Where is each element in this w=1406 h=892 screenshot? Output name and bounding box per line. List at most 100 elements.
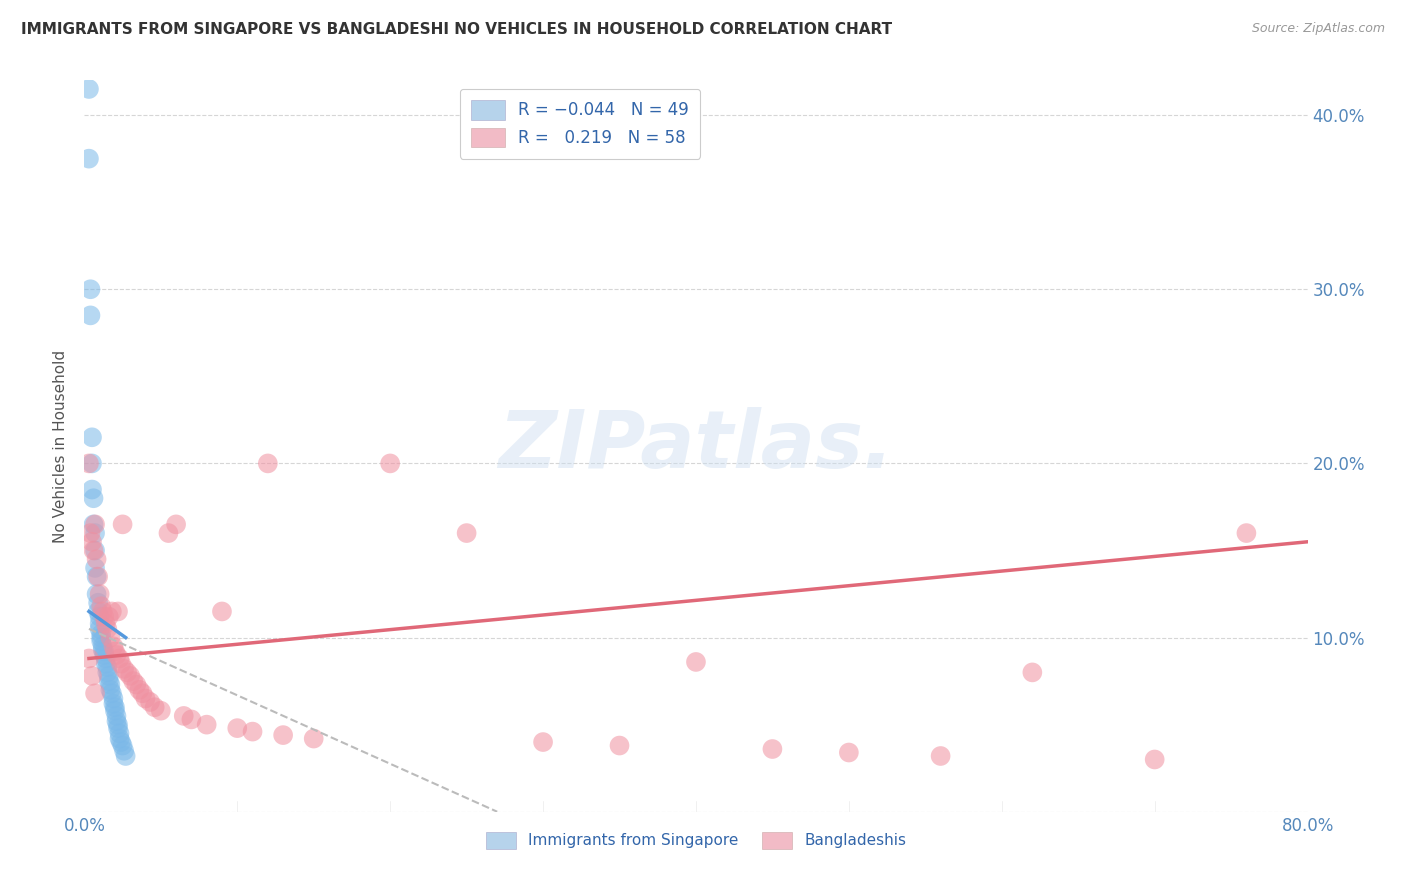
Point <box>80 669 103 683</box>
Point <box>157 526 180 541</box>
Point <box>104 644 127 658</box>
Legend: Immigrants from Singapore, Bangladeshis: Immigrants from Singapore, Bangladeshis <box>479 825 912 855</box>
Point <box>98 682 121 697</box>
Point <box>77 82 100 96</box>
Point <box>79 526 101 541</box>
Point <box>838 746 860 760</box>
Point <box>685 655 707 669</box>
Point <box>80 483 103 497</box>
Point <box>456 526 478 541</box>
Point <box>761 742 783 756</box>
Point <box>108 726 131 740</box>
Point <box>77 651 100 665</box>
Text: IMMIGRANTS FROM SINGAPORE VS BANGLADESHI NO VEHICLES IN HOUSEHOLD CORRELATION CH: IMMIGRANTS FROM SINGAPORE VS BANGLADESHI… <box>21 22 893 37</box>
Point <box>83 491 105 506</box>
Point <box>112 662 135 676</box>
Point <box>108 731 131 746</box>
Point <box>257 457 280 471</box>
Point <box>107 604 129 618</box>
Point <box>128 682 150 697</box>
Point <box>173 709 195 723</box>
Point <box>105 648 128 662</box>
Point <box>143 700 166 714</box>
Point <box>84 561 107 575</box>
Point <box>84 517 107 532</box>
Point <box>90 631 112 645</box>
Point <box>531 735 554 749</box>
Point <box>97 669 120 683</box>
Point <box>125 677 148 691</box>
Point <box>165 517 187 532</box>
Point <box>94 651 117 665</box>
Point <box>103 640 125 654</box>
Point <box>84 686 107 700</box>
Point <box>96 665 118 680</box>
Point <box>86 552 108 566</box>
Point <box>195 717 218 731</box>
Point <box>79 282 101 296</box>
Point <box>97 609 120 624</box>
Point <box>226 721 249 735</box>
Point <box>114 749 136 764</box>
Point <box>211 604 233 618</box>
Point <box>929 749 952 764</box>
Point <box>91 604 114 618</box>
Point <box>90 634 112 648</box>
Point <box>302 731 325 746</box>
Point <box>149 704 172 718</box>
Point <box>90 627 112 641</box>
Point <box>86 569 108 583</box>
Point <box>94 657 117 671</box>
Point <box>1143 752 1166 766</box>
Point <box>91 642 114 657</box>
Point <box>1021 665 1043 680</box>
Point <box>93 609 115 624</box>
Point <box>103 697 125 711</box>
Point <box>105 709 128 723</box>
Point <box>89 622 111 636</box>
Point <box>104 700 127 714</box>
Point <box>115 665 138 680</box>
Point <box>96 622 118 636</box>
Point <box>90 599 112 614</box>
Point <box>1236 526 1258 541</box>
Point <box>87 569 110 583</box>
Point <box>77 457 100 471</box>
Point <box>103 691 125 706</box>
Point <box>79 309 101 323</box>
Point <box>107 717 129 731</box>
Point <box>86 587 108 601</box>
Point <box>180 713 202 727</box>
Text: Source: ZipAtlas.com: Source: ZipAtlas.com <box>1251 22 1385 36</box>
Point <box>135 691 157 706</box>
Point <box>139 695 162 709</box>
Point <box>84 526 107 541</box>
Point <box>80 430 103 444</box>
Text: ZIPatlas.: ZIPatlas. <box>498 407 894 485</box>
Point <box>111 517 134 532</box>
Point <box>84 543 107 558</box>
Point <box>80 457 103 471</box>
Point <box>242 724 264 739</box>
Point <box>380 457 402 471</box>
Point <box>131 686 153 700</box>
Point <box>101 686 124 700</box>
Point <box>93 648 115 662</box>
Point <box>101 604 124 618</box>
Point <box>87 596 110 610</box>
Point <box>94 616 117 631</box>
Point <box>93 644 115 658</box>
Point <box>96 660 118 674</box>
Point <box>89 616 111 631</box>
Point <box>122 674 145 689</box>
Point <box>89 609 111 624</box>
Point <box>98 677 121 691</box>
Point <box>105 714 128 728</box>
Point <box>83 517 105 532</box>
Point <box>80 534 103 549</box>
Y-axis label: No Vehicles in Household: No Vehicles in Household <box>53 350 69 542</box>
Point <box>77 152 100 166</box>
Point <box>120 669 142 683</box>
Point <box>110 735 132 749</box>
Point <box>83 543 105 558</box>
